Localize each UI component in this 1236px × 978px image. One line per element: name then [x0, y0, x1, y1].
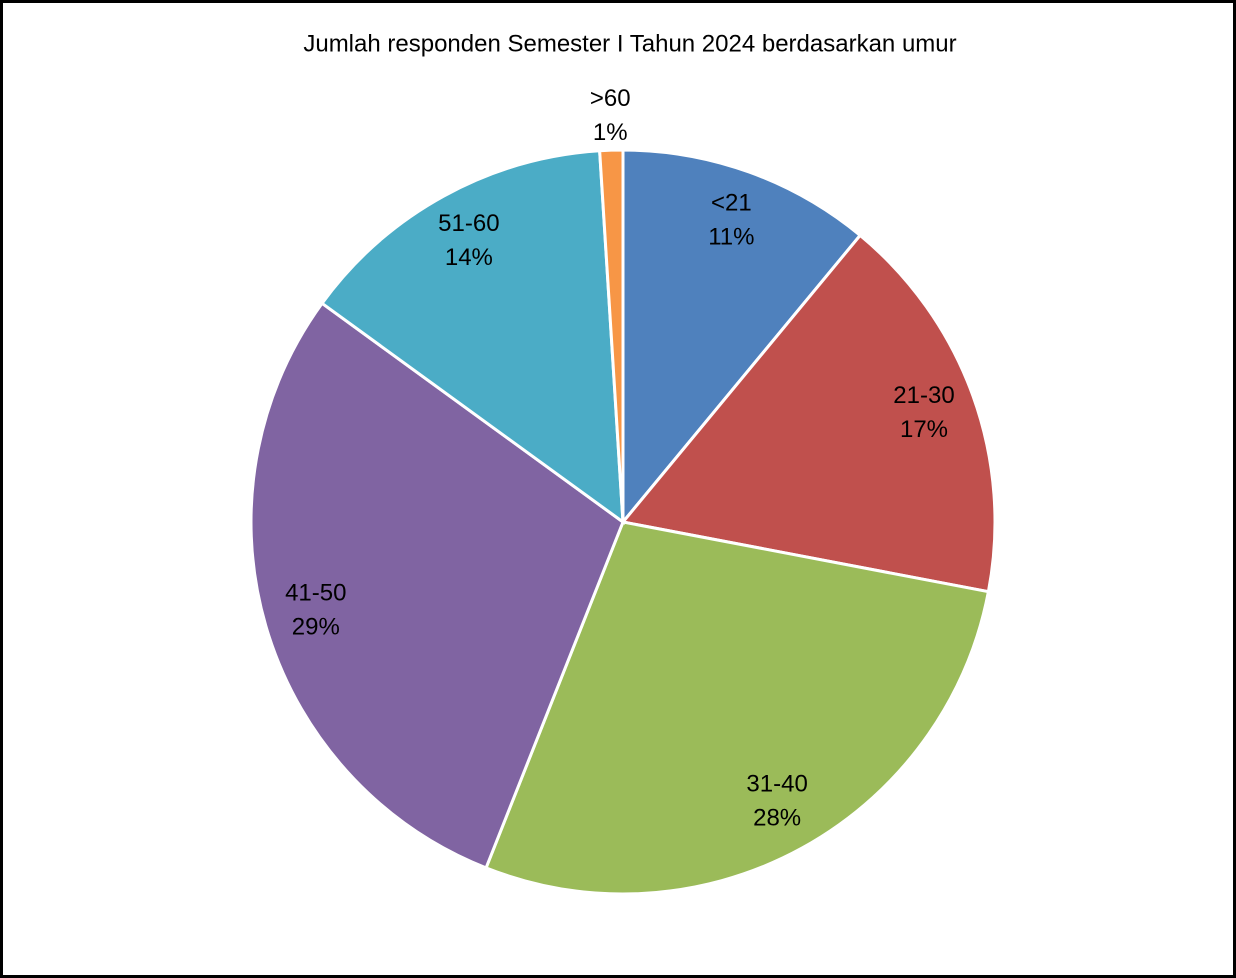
slice-value-label: 1% [593, 119, 628, 146]
slice-category-label: 31-40 [746, 771, 807, 798]
chart-title: Jumlah responden Semester I Tahun 2024 b… [303, 30, 956, 57]
slice-value-label: 14% [445, 244, 493, 271]
pie-slice [249, 301, 625, 870]
pie-slice [319, 149, 625, 526]
slice-category-label: 21-30 [893, 382, 954, 409]
pie-slice [598, 148, 625, 523]
slice-category-label: 51-60 [438, 210, 499, 237]
slice-category-label: <21 [711, 189, 752, 216]
slice-value-label: 29% [292, 614, 340, 641]
pie-slice [484, 520, 991, 896]
pie-slice [621, 148, 863, 527]
slice-value-label: 28% [753, 805, 801, 832]
pie-slice [620, 233, 997, 594]
slice-value-label: 11% [708, 223, 754, 250]
slice-category-label: 41-50 [285, 580, 346, 607]
slice-value-label: 17% [900, 416, 948, 443]
slice-category-label: >60 [590, 85, 631, 112]
